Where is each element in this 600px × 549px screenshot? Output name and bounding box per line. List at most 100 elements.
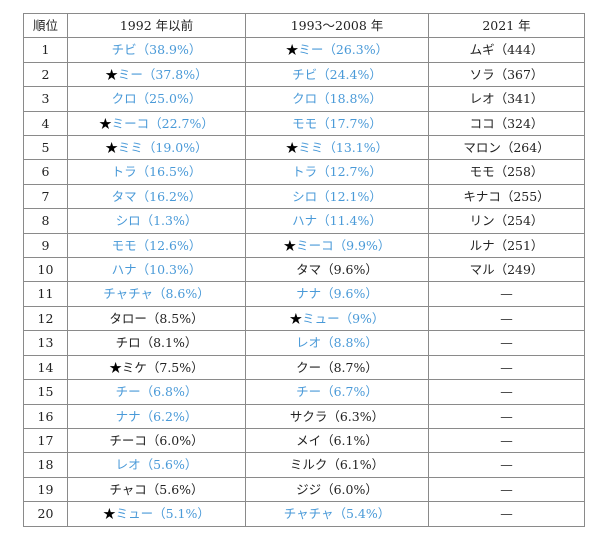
- star-icon: ★: [105, 66, 118, 82]
- cat-name-text: メイ（6.1%）: [296, 432, 378, 448]
- rank-cell: 3: [23, 86, 68, 112]
- star-icon: ★: [99, 115, 112, 131]
- header-rank: 順位: [23, 12, 68, 39]
- table-row: 12 タロー（8.5%） ★ミュー（9%） —: [23, 305, 585, 332]
- name-1992-cell: タマ（16.2%）: [67, 183, 246, 210]
- name-1993-2008-cell: ジジ（6.0%）: [245, 476, 429, 503]
- name-2021-cell: マロン（264）: [428, 135, 585, 161]
- cat-name-text: ナナ（6.2%）: [115, 408, 198, 424]
- name-2021-cell: —: [428, 379, 585, 405]
- table-row: 16 ナナ（6.2%） サクラ（6.3%） —: [23, 403, 585, 429]
- name-1993-2008-cell: モモ（17.7%）: [245, 110, 429, 137]
- cat-name-text: クロ（25.0%）: [111, 91, 202, 107]
- header-2021: 2021 年: [428, 12, 585, 39]
- cat-name-text: ミルク（6.1%）: [289, 457, 385, 473]
- name-1993-2008-cell: トラ（12.7%）: [245, 159, 429, 185]
- name-2021-cell: —: [428, 427, 585, 454]
- rank-cell: 2: [23, 61, 68, 88]
- table-row: 8 シロ（1.3%） ハナ（11.4%） リン（254）: [23, 208, 585, 234]
- cat-name-text: ハナ（10.3%）: [111, 262, 202, 278]
- rank-cell: 18: [23, 452, 68, 478]
- star-icon: ★: [285, 140, 299, 156]
- cat-name-text: チー（6.8%）: [115, 384, 198, 400]
- cat-name-text: モモ（17.7%）: [292, 115, 382, 131]
- name-1992-cell: モモ（12.6%）: [67, 232, 246, 259]
- cat-name-text: レオ（8.8%）: [296, 335, 378, 351]
- cat-name-text: タロー（8.5%）: [109, 310, 204, 326]
- cat-name-text: ハナ（11.4%）: [292, 213, 382, 229]
- cat-name-text: クロ（18.8%）: [292, 91, 382, 107]
- table-row: 2 ★ミー（37.8%） チビ（24.4%） ソラ（367）: [23, 61, 585, 88]
- name-1993-2008-cell: メイ（6.1%）: [245, 427, 429, 454]
- cat-name-text: ミケ（7.5%）: [121, 359, 204, 375]
- cat-name-text: ミー（26.3%）: [298, 42, 389, 58]
- name-1993-2008-cell: ミルク（6.1%）: [245, 452, 429, 478]
- rank-cell: 16: [23, 403, 68, 429]
- name-2021-cell: —: [428, 281, 585, 307]
- name-1992-cell: チー（6.8%）: [67, 379, 246, 405]
- table-row: 17 チーコ（6.0%） メイ（6.1%） —: [23, 427, 585, 454]
- rank-cell: 12: [23, 305, 68, 332]
- star-icon: ★: [283, 237, 297, 253]
- cat-name-text: チビ（38.9%）: [111, 42, 202, 58]
- name-2021-cell: —: [428, 305, 585, 332]
- table-row: 7 タマ（16.2%） シロ（12.1%） キナコ（255）: [23, 183, 585, 210]
- name-2021-cell: マル（249）: [428, 257, 585, 283]
- name-1992-cell: チーコ（6.0%）: [67, 427, 246, 454]
- star-icon: ★: [109, 359, 122, 375]
- table-row: 11 チャチャ（8.6%） ナナ（9.6%） —: [23, 281, 585, 307]
- name-1992-cell: ★ミケ（7.5%）: [67, 354, 246, 381]
- name-1992-cell: ハナ（10.3%）: [67, 257, 246, 283]
- name-2021-cell: —: [428, 354, 585, 381]
- name-1993-2008-cell: クロ（18.8%）: [245, 86, 429, 112]
- rank-cell: 5: [23, 135, 68, 161]
- name-2021-cell: モモ（258）: [428, 159, 585, 185]
- rank-cell: 14: [23, 354, 68, 381]
- cat-name-text: ミミ（13.1%）: [298, 140, 389, 156]
- table-row: 10 ハナ（10.3%） タマ（9.6%） マル（249）: [23, 257, 585, 283]
- cat-name-ranking-table: 順位 1992 年以前 1993～2008 年 2021 年 1 チビ（38.9%…: [23, 12, 585, 527]
- table-row: 9 モモ（12.6%） ★ミーコ（9.9%） ルナ（251）: [23, 232, 585, 259]
- rank-cell: 11: [23, 281, 68, 307]
- name-2021-cell: —: [428, 403, 585, 429]
- name-1993-2008-cell: ★ミーコ（9.9%）: [245, 232, 429, 259]
- star-icon: ★: [285, 42, 299, 58]
- name-1992-cell: シロ（1.3%）: [67, 208, 246, 234]
- rank-cell: 10: [23, 257, 68, 283]
- name-1993-2008-cell: タマ（9.6%）: [245, 257, 429, 283]
- star-icon: ★: [103, 506, 116, 522]
- name-2021-cell: ルナ（251）: [428, 232, 585, 259]
- table-row: 3 クロ（25.0%） クロ（18.8%） レオ（341）: [23, 86, 585, 112]
- name-2021-cell: —: [428, 330, 585, 356]
- cat-name-text: チャチャ（8.6%）: [103, 286, 210, 302]
- name-1993-2008-cell: サクラ（6.3%）: [245, 403, 429, 429]
- rank-cell: 6: [23, 159, 68, 185]
- name-2021-cell: ソラ（367）: [428, 61, 585, 88]
- name-1992-cell: チロ（8.1%）: [67, 330, 246, 356]
- star-icon: ★: [105, 140, 118, 156]
- name-1993-2008-cell: ★ミミ（13.1%）: [245, 135, 429, 161]
- name-2021-cell: ココ（324）: [428, 110, 585, 137]
- cat-name-text: タマ（9.6%）: [296, 262, 378, 278]
- cat-name-text: ミュー（9%）: [302, 310, 385, 326]
- rank-cell: 17: [23, 427, 68, 454]
- name-1992-cell: ★ミミ（19.0%）: [67, 135, 246, 161]
- cat-name-text: ジジ（6.0%）: [296, 481, 378, 497]
- table-row: 20 ★ミュー（5.1%） チャチャ（5.4%） —: [23, 501, 585, 527]
- rank-cell: 15: [23, 379, 68, 405]
- name-1992-cell: トラ（16.5%）: [67, 159, 246, 185]
- name-2021-cell: キナコ（255）: [428, 183, 585, 210]
- header-1992-or-earlier: 1992 年以前: [67, 12, 246, 39]
- cat-name-text: チャチャ（5.4%）: [283, 506, 391, 522]
- name-1992-cell: チビ（38.9%）: [67, 37, 246, 63]
- rank-cell: 1: [23, 37, 68, 63]
- rank-cell: 19: [23, 476, 68, 503]
- table-row: 13 チロ（8.1%） レオ（8.8%） —: [23, 330, 585, 356]
- cat-name-text: シロ（12.1%）: [292, 188, 382, 204]
- name-1992-cell: タロー（8.5%）: [67, 305, 246, 332]
- name-1992-cell: クロ（25.0%）: [67, 86, 246, 112]
- name-2021-cell: —: [428, 452, 585, 478]
- name-2021-cell: —: [428, 501, 585, 527]
- cat-name-text: トラ（12.7%）: [292, 164, 382, 180]
- table-row: 14 ★ミケ（7.5%） クー（8.7%） —: [23, 354, 585, 381]
